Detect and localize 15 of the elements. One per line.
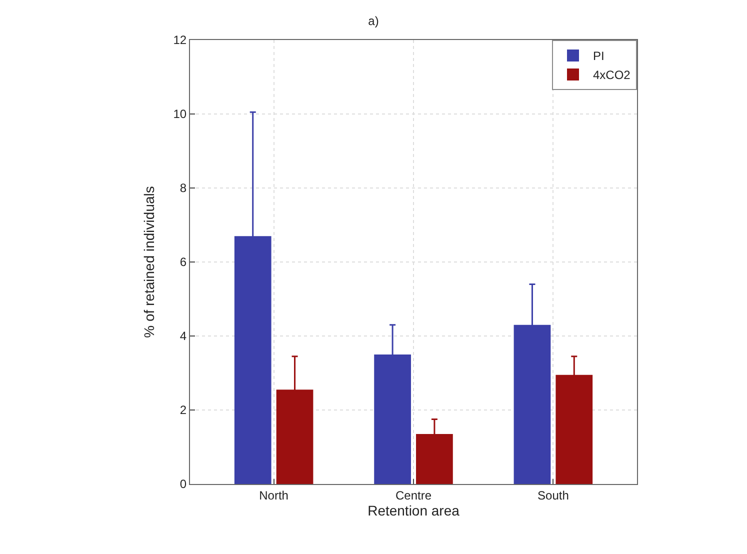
y-tick-label: 0: [180, 477, 187, 492]
legend-label: PI: [593, 49, 604, 64]
x-tick-label: South: [538, 488, 569, 502]
chart-title: a): [368, 14, 379, 28]
x-tick-label: Centre: [395, 488, 432, 502]
y-tick-label: 2: [180, 403, 187, 418]
y-tick-label: 8: [180, 181, 187, 196]
y-axis-title: % of retained individuals: [140, 186, 157, 338]
y-tick-label: 6: [180, 255, 187, 270]
y-tick-label: 4: [180, 329, 187, 344]
y-tick-label: 10: [173, 107, 187, 122]
legend-label: 4xCO2: [593, 68, 631, 82]
x-tick-label: North: [259, 488, 288, 502]
y-tick-label: 12: [173, 33, 187, 48]
x-axis-title: Retention area: [368, 502, 460, 518]
